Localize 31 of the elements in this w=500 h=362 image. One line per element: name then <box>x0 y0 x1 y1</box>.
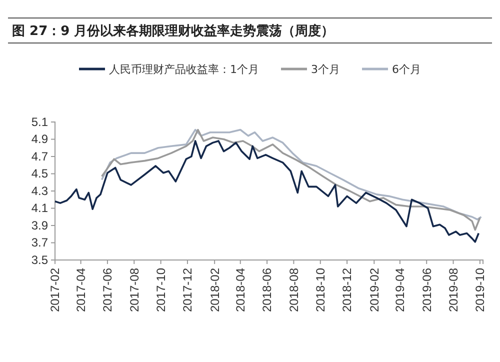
y-tick-label: 5.1 <box>31 114 48 129</box>
x-tick-label: 2018-12 <box>340 268 354 312</box>
x-tick-label: 2017-12 <box>180 268 195 312</box>
legend-label: 6个月 <box>392 63 421 76</box>
y-tick-label: 3.5 <box>31 252 48 267</box>
y-tick-label: 4.5 <box>31 166 48 181</box>
x-tick-label: 2017-10 <box>154 268 168 312</box>
x-tick-label: 2019-08 <box>446 268 460 312</box>
x-tick-label: 2017-02 <box>48 268 62 312</box>
x-tick-label: 2019-06 <box>420 268 434 312</box>
x-tick-label: 2018-10 <box>314 268 328 312</box>
legend-label: 3个月 <box>311 63 340 76</box>
x-tick-label: 2018-06 <box>260 268 274 312</box>
line-series <box>54 140 480 243</box>
y-tick-label: 4.9 <box>31 132 48 146</box>
x-tick-label: 2017-06 <box>100 268 115 312</box>
x-tick-label: 2017-08 <box>127 268 142 312</box>
y-tick-label: 3.9 <box>31 218 48 232</box>
legend-label: 人民币理财产品收益率：1个月 <box>109 63 259 76</box>
x-tick-label: 2018-02 <box>208 268 222 312</box>
y-tick-label: 4.3 <box>31 184 48 198</box>
y-tick-label: 3.7 <box>31 236 48 250</box>
x-tick-label: 2018-04 <box>234 268 248 312</box>
x-tick-label: 2017-04 <box>74 268 88 312</box>
x-tick-label: 2019-02 <box>367 268 382 312</box>
x-tick-label: 2019-10 <box>473 268 488 312</box>
chart-title: 图 27：9 月份以来各期限理财收益率走势震荡（周度） <box>12 23 334 39</box>
y-tick-label: 4.7 <box>31 149 48 164</box>
x-tick-label: 2018-08 <box>286 268 301 312</box>
x-tick-label: 2019-04 <box>393 268 408 312</box>
y-tick-label: 4.1 <box>31 201 48 216</box>
